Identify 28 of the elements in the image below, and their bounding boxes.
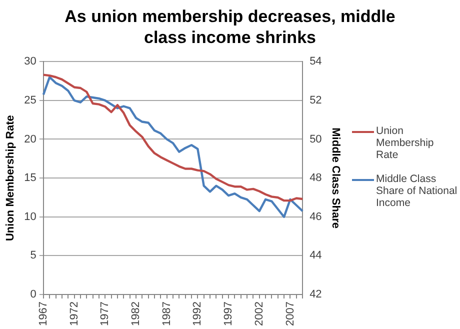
- x-tick-label: 1982: [130, 302, 142, 326]
- x-tick-label: 1987: [160, 302, 173, 326]
- y-tick-label: 20: [24, 133, 36, 146]
- x-tick-label: 1967: [37, 302, 50, 326]
- y2-tick-label: 46: [310, 210, 322, 223]
- x-tick-label: 1972: [68, 302, 80, 326]
- y-tick-label: 10: [24, 210, 36, 223]
- y2-axis-title: Middle Class Share: [329, 128, 342, 228]
- y-tick-label: 15: [24, 172, 36, 184]
- legend-label: Union Membership Rate: [376, 125, 435, 161]
- y2-tick-label: 54: [310, 56, 322, 68]
- y-tick-label: 30: [24, 56, 36, 68]
- y-tick-label: 0: [30, 288, 36, 301]
- x-tick-label: 1997: [222, 302, 235, 326]
- y-tick-label: 25: [24, 94, 36, 106]
- y-axis-title: Union Membership Rate: [4, 115, 17, 242]
- legend-label: Middle Class Share of National Income: [376, 173, 458, 209]
- y-tick-label: 5: [30, 250, 36, 262]
- y2-tick-label: 44: [310, 250, 322, 262]
- chart-title: As union membership decreases, middle class income shrinks: [64, 6, 396, 48]
- x-tick-label: 2002: [253, 302, 266, 326]
- x-tick-label: 1992: [192, 302, 204, 326]
- x-tick-label: 1977: [99, 302, 112, 326]
- y2-tick-label: 48: [310, 172, 322, 184]
- y2-tick-label: 42: [310, 288, 322, 301]
- x-tick-label: 2007: [284, 302, 296, 326]
- y2-tick-label: 50: [310, 133, 322, 146]
- y2-tick-label: 52: [310, 94, 322, 106]
